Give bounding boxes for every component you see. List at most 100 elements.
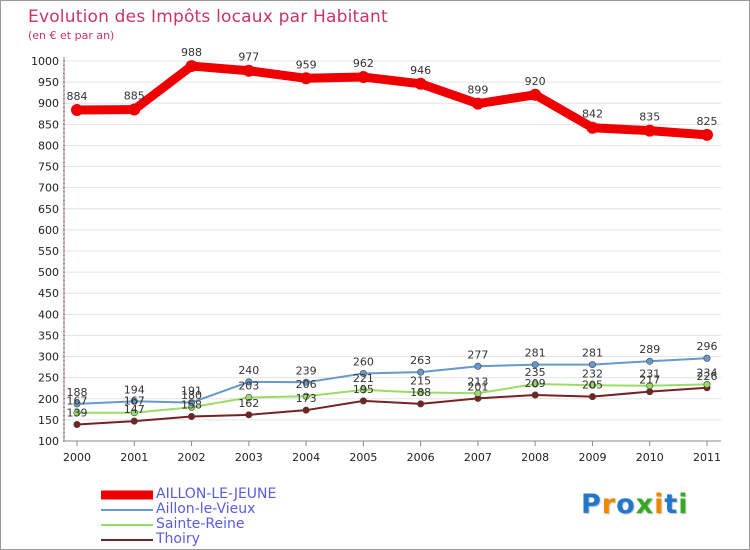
y-tick-label: 500 xyxy=(38,266,59,279)
data-label-thoiry: 139 xyxy=(67,407,88,420)
y-tick-label: 400 xyxy=(38,308,59,321)
data-label-thoiry: 201 xyxy=(467,380,488,393)
logo-letter: o xyxy=(616,489,636,520)
y-tick-label: 150 xyxy=(38,414,59,427)
y-tick-label: 450 xyxy=(38,287,59,300)
series-line-thoiry xyxy=(76,386,708,426)
data-point-aillon-le-jeune xyxy=(701,128,713,141)
y-tick-label: 750 xyxy=(38,161,59,174)
y-tick-label: 1000 xyxy=(31,55,59,68)
data-label-aillon-le-jeune: 899 xyxy=(467,84,488,97)
legend-item-sainte-reine[interactable]: Sainte-Reine xyxy=(101,516,321,532)
data-point-aillon-le-vieux xyxy=(359,369,367,377)
y-tick-label: 850 xyxy=(38,118,59,131)
data-label-thoiry: 195 xyxy=(353,383,374,396)
data-label-aillon-le-vieux: 296 xyxy=(697,340,718,353)
x-tick-label: 2010 xyxy=(636,451,664,464)
x-tick-label: 2005 xyxy=(349,451,377,464)
data-point-thoiry xyxy=(646,388,654,396)
data-label-aillon-le-jeune: 885 xyxy=(124,90,145,103)
data-label-aillon-le-jeune: 959 xyxy=(296,58,317,71)
data-label-aillon-le-vieux: 281 xyxy=(582,347,603,360)
series-line-aillon-le-jeune xyxy=(72,61,712,140)
y-tick-label: 700 xyxy=(38,182,59,195)
x-tick-label: 2011 xyxy=(693,451,721,464)
legend-item-aillon-le-vieux[interactable]: Aillon-le-Vieux xyxy=(101,501,321,517)
data-point-aillon-le-jeune xyxy=(586,121,599,134)
data-point-thoiry xyxy=(588,393,596,401)
data-label-sainte-reine: 235 xyxy=(525,366,546,379)
data-label-sainte-reine: 206 xyxy=(296,378,317,391)
data-label-thoiry: 209 xyxy=(525,377,546,390)
data-point-aillon-le-jeune xyxy=(128,103,141,116)
y-tick-label: 600 xyxy=(38,224,59,237)
y-tick-label: 800 xyxy=(38,139,59,152)
data-label-aillon-le-vieux: 260 xyxy=(353,355,374,368)
data-label-thoiry: 162 xyxy=(238,397,259,410)
x-tick-label: 2000 xyxy=(63,451,91,464)
data-label-thoiry: 226 xyxy=(697,370,718,383)
y-tick-label: 900 xyxy=(38,97,59,110)
y-tick-label: 950 xyxy=(38,76,59,89)
data-label-aillon-le-jeune: 988 xyxy=(181,46,202,59)
data-label-aillon-le-jeune: 825 xyxy=(697,115,718,128)
y-tick-label: 100 xyxy=(38,435,59,448)
data-point-aillon-le-vieux xyxy=(531,361,539,369)
data-point-aillon-le-jeune xyxy=(185,60,198,73)
data-point-aillon-le-vieux xyxy=(417,368,425,376)
data-point-thoiry xyxy=(531,391,539,399)
data-point-aillon-le-jeune xyxy=(357,71,370,84)
legend-swatch-sainte-reine xyxy=(101,523,153,526)
data-point-thoiry xyxy=(73,421,81,429)
data-label-sainte-reine: 167 xyxy=(124,395,145,408)
legend-swatch-aillon-le-jeune xyxy=(101,490,153,499)
y-tick-label: 350 xyxy=(38,329,59,342)
data-label-aillon-le-jeune: 842 xyxy=(582,108,603,121)
logo-letter: P xyxy=(581,489,602,520)
data-point-aillon-le-jeune xyxy=(643,124,656,137)
data-point-aillon-le-jeune xyxy=(71,103,83,116)
x-tick-label: 2009 xyxy=(578,451,606,464)
legend-item-aillon-le-jeune[interactable]: AILLON-LE-JEUNE xyxy=(101,486,321,502)
data-point-sainte-reine xyxy=(417,388,425,396)
data-point-sainte-reine xyxy=(302,392,310,400)
data-point-sainte-reine xyxy=(531,380,539,388)
data-point-aillon-le-vieux xyxy=(646,357,654,365)
x-tick-label: 2008 xyxy=(521,451,549,464)
data-label-aillon-le-vieux: 281 xyxy=(525,347,546,360)
data-label-aillon-le-vieux: 191 xyxy=(181,385,202,398)
y-tick-label: 650 xyxy=(38,203,59,216)
legend-label: Sainte-Reine xyxy=(156,516,245,532)
legend-swatch-thoiry xyxy=(101,538,153,541)
data-point-sainte-reine xyxy=(588,381,596,389)
data-label-sainte-reine: 213 xyxy=(467,375,488,388)
data-point-aillon-le-jeune xyxy=(471,97,484,110)
data-point-aillon-le-jeune xyxy=(242,64,255,77)
data-label-aillon-le-jeune: 884 xyxy=(67,90,88,103)
data-point-sainte-reine xyxy=(130,409,138,417)
data-point-aillon-le-vieux xyxy=(474,362,482,370)
data-point-sainte-reine xyxy=(703,380,711,388)
data-label-aillon-le-vieux: 240 xyxy=(238,364,259,377)
data-point-aillon-le-vieux xyxy=(245,378,253,386)
x-tick-label: 2007 xyxy=(464,451,492,464)
data-point-thoiry xyxy=(130,417,138,425)
legend-label: AILLON-LE-JEUNE xyxy=(156,486,277,502)
proxiti-logo: Proxiti xyxy=(581,489,689,520)
logo-letter: i xyxy=(678,489,689,520)
data-label-sainte-reine: 203 xyxy=(238,380,259,393)
data-label-aillon-le-vieux: 289 xyxy=(639,343,660,356)
data-label-sainte-reine: 221 xyxy=(353,372,374,385)
data-label-aillon-le-vieux: 194 xyxy=(124,383,145,396)
data-point-thoiry xyxy=(417,400,425,408)
data-label-thoiry: 158 xyxy=(181,399,202,412)
data-point-thoiry xyxy=(245,411,253,419)
legend-label: Aillon-le-Vieux xyxy=(156,501,256,517)
data-label-aillon-le-jeune: 977 xyxy=(238,51,259,64)
legend-item-thoiry[interactable]: Thoiry xyxy=(101,531,321,547)
logo-letter: x xyxy=(635,489,655,520)
data-label-thoiry: 173 xyxy=(296,392,317,405)
data-point-aillon-le-jeune xyxy=(414,77,427,90)
data-point-aillon-le-vieux xyxy=(588,361,596,369)
